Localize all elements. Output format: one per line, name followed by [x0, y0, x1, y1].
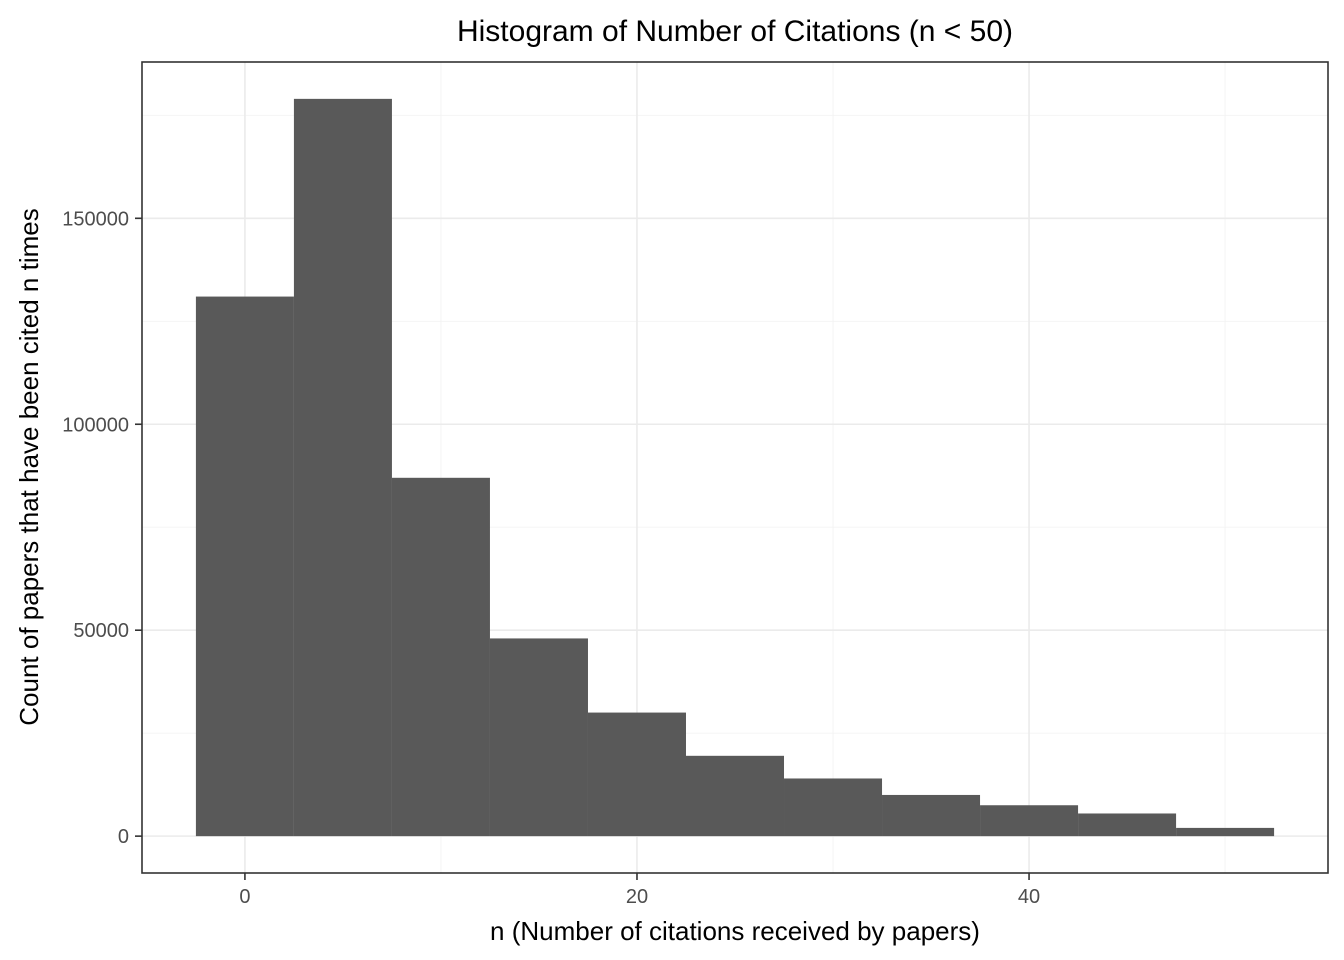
y-tick-label: 50000 [73, 620, 129, 642]
histogram-bar [195, 296, 294, 837]
x-tick-label: 0 [239, 886, 250, 908]
x-axis-ticks: 0 20 40 [239, 873, 1040, 908]
histogram-bar [882, 794, 981, 837]
y-tick-label: 150000 [62, 208, 129, 230]
x-tick-label: 20 [626, 886, 648, 908]
x-tick-label: 40 [1018, 886, 1040, 908]
y-tick-label: 100000 [62, 414, 129, 436]
histogram-bar [587, 712, 686, 837]
x-axis-title: n (Number of citations received by paper… [490, 916, 980, 946]
histogram-bar [1078, 813, 1177, 837]
histogram-bar [784, 778, 883, 837]
panel-border [141, 61, 1329, 874]
histogram-bar [489, 638, 588, 837]
chart-title: Histogram of Number of Citations (n < 50… [457, 15, 1013, 48]
histogram-bar [980, 805, 1079, 837]
histogram-bar [293, 98, 392, 837]
histogram-bars [195, 98, 1275, 837]
y-axis-title: Count of papers that have been cited n t… [14, 208, 44, 725]
y-axis-ticks: 0 50000 100000 150000 [62, 208, 142, 848]
y-tick-label: 0 [118, 826, 129, 848]
histogram-bar [391, 477, 490, 837]
histogram-bar [1176, 827, 1275, 837]
histogram-bar [685, 755, 785, 837]
